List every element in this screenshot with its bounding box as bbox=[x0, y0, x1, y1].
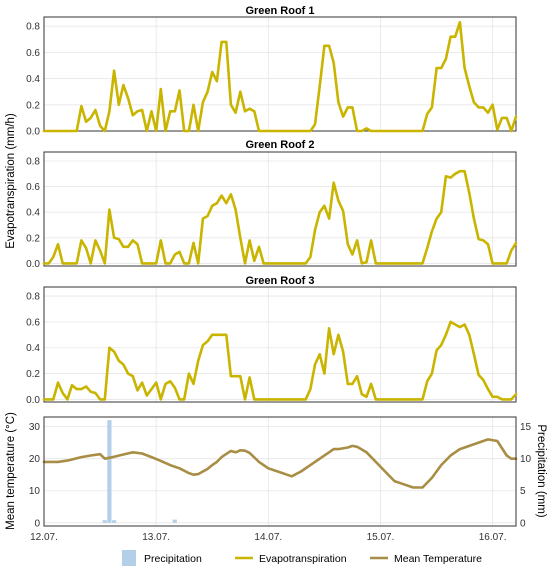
plot-frame bbox=[43, 286, 517, 403]
panel-title: Green Roof 2 bbox=[245, 139, 314, 151]
y-tick-label: 0.6 bbox=[26, 182, 40, 193]
mean-temperature-line bbox=[42, 438, 518, 489]
precipitation-bar bbox=[102, 520, 107, 523]
precipitation-axis-label: Precipitation (mm) bbox=[535, 424, 547, 517]
y-tick-label: 0.6 bbox=[26, 48, 40, 59]
y-tick-label: 0.2 bbox=[26, 100, 40, 111]
x-tick-label: 12.07. bbox=[30, 532, 58, 543]
y-tick-label: 0.6 bbox=[26, 317, 40, 328]
legend-item: Precipitation bbox=[122, 550, 202, 566]
panel-green-roof-2: 0.0 0.2 0.4 0.6 0.8 Green Roof 2 bbox=[26, 139, 518, 270]
x-tick-label: 13.07. bbox=[142, 532, 170, 543]
precipitation-bar bbox=[172, 519, 177, 523]
evapotranspiration-line bbox=[42, 320, 518, 401]
y-tick-label: 0.0 bbox=[26, 395, 40, 406]
plot-frame bbox=[43, 151, 517, 267]
y-tick-label-left: 20 bbox=[29, 454, 41, 465]
x-tick-label: 15.07. bbox=[367, 532, 395, 543]
precipitation-bar bbox=[112, 520, 117, 523]
y-tick-label: 0.2 bbox=[26, 369, 40, 380]
legend-label: Precipitation bbox=[144, 553, 202, 565]
panel-title: Green Roof 1 bbox=[245, 5, 314, 17]
legend-label: Evapotranspiration bbox=[259, 553, 347, 565]
y-tick-label: 0.4 bbox=[26, 208, 40, 219]
legend-label: Mean Temperature bbox=[394, 553, 482, 565]
panel-green-roof-1: 0.0 0.2 0.4 0.6 0.8 Green Roof 1 bbox=[26, 5, 518, 138]
temperature-axis-label: Mean temperature (°C) bbox=[5, 412, 17, 530]
y-tick-label-right: 15 bbox=[520, 422, 532, 433]
x-tick-label: 14.07. bbox=[254, 532, 282, 543]
legend: Precipitation Evapotranspiration Mean Temp… bbox=[122, 550, 482, 566]
panel-title: Green Roof 3 bbox=[245, 275, 314, 287]
y-tick-label: 0.4 bbox=[26, 343, 40, 354]
y-tick-label: 0.8 bbox=[26, 156, 40, 167]
y-tick-label: 0.8 bbox=[26, 292, 40, 303]
y-tick-label-left: 0 bbox=[34, 518, 40, 529]
y-tick-label-left: 10 bbox=[29, 486, 41, 497]
plot-frame bbox=[43, 416, 517, 527]
y-tick-label-right: 0 bbox=[520, 518, 526, 529]
y-tick-label: 0.0 bbox=[26, 127, 40, 138]
y-tick-label: 0.0 bbox=[26, 259, 40, 270]
y-tick-label: 0.4 bbox=[26, 74, 40, 85]
legend-item: Mean Temperature bbox=[370, 553, 482, 565]
y-tick-label-left: 30 bbox=[29, 422, 41, 433]
temperature-panel: 0 10 20 30 0 5 10 15 12.07. 13.07. 14.07. 15.07. 16.… bbox=[29, 416, 532, 543]
x-tick-label: 16.07. bbox=[479, 532, 507, 543]
legend-swatch bbox=[122, 550, 136, 566]
evapotranspiration-line bbox=[42, 20, 518, 133]
panel-green-roof-3: 0.0 0.2 0.4 0.6 0.8 Green Roof 3 bbox=[26, 275, 518, 406]
y-tick-label: 0.2 bbox=[26, 233, 40, 244]
y-tick-label: 0.8 bbox=[26, 22, 40, 33]
y-tick-label-right: 10 bbox=[520, 454, 532, 465]
evapotranspiration-line bbox=[42, 169, 518, 265]
precipitation-bar bbox=[107, 420, 112, 523]
y-tick-label-right: 5 bbox=[520, 486, 526, 497]
evapotranspiration-axis-label: Evapotranspiration (mm/h) bbox=[5, 113, 17, 249]
legend-item: Evapotranspiration bbox=[235, 553, 347, 565]
